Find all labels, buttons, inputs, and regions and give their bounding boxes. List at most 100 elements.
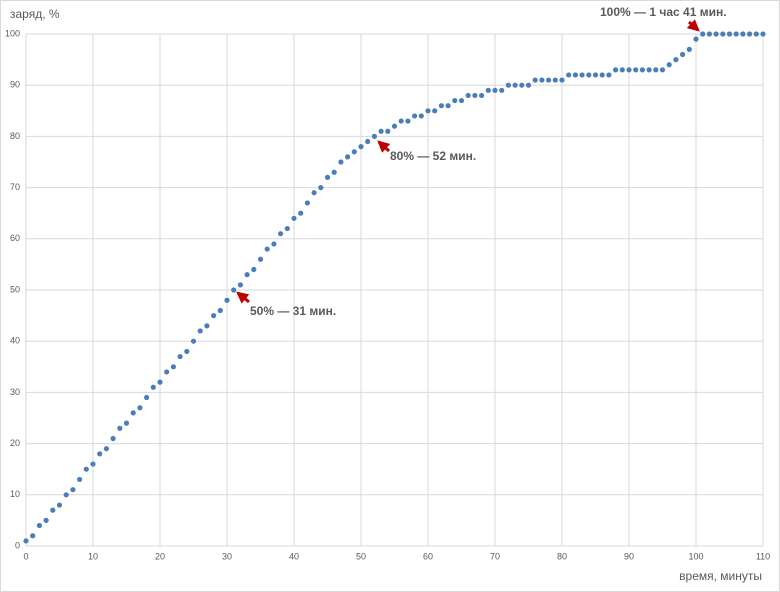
point: [726, 31, 733, 37]
annotation: 100% — 1 час 41 мин.: [600, 5, 727, 19]
y-tick-label: 60: [10, 233, 20, 243]
point: [331, 169, 337, 175]
annotation: 80% — 52 мин.: [390, 149, 476, 163]
point: [539, 77, 545, 83]
x-tick-label: 100: [688, 551, 703, 561]
point: [251, 266, 257, 273]
point: [566, 72, 572, 78]
arrow: [377, 140, 391, 153]
point: [345, 154, 351, 160]
point: [398, 118, 404, 124]
x-tick-label: 20: [155, 551, 165, 561]
point: [700, 31, 706, 37]
annotation: 50% — 31 мин.: [250, 304, 336, 318]
point: [190, 338, 197, 344]
point: [559, 77, 565, 83]
arrow: [686, 19, 700, 32]
x-tick-label: 80: [557, 551, 567, 561]
point: [552, 77, 558, 83]
point: [30, 533, 36, 539]
point: [646, 67, 652, 73]
point: [43, 517, 49, 524]
point: [659, 67, 666, 73]
point: [666, 62, 672, 68]
point: [204, 323, 210, 329]
point: [97, 451, 103, 457]
x-axis-title: время, минуты: [679, 569, 762, 583]
point: [686, 46, 692, 52]
point: [83, 466, 89, 472]
point: [170, 364, 176, 370]
point: [278, 231, 284, 237]
point: [77, 476, 83, 483]
point: [452, 97, 458, 104]
point: [760, 31, 766, 37]
point: [284, 225, 290, 232]
y-tick-label: 90: [10, 80, 20, 90]
x-tick-label: 0: [23, 551, 28, 561]
point: [485, 87, 491, 93]
point: [613, 67, 619, 73]
point: [257, 256, 264, 262]
point: [36, 522, 43, 529]
point: [378, 128, 384, 134]
point: [626, 67, 632, 73]
point: [164, 369, 170, 375]
point: [425, 108, 431, 114]
point: [231, 287, 237, 293]
point: [706, 31, 713, 37]
point: [117, 425, 123, 431]
point: [110, 435, 116, 442]
point: [324, 174, 331, 180]
point: [432, 108, 438, 114]
y-tick-label: 30: [10, 387, 20, 397]
point: [412, 113, 418, 119]
point: [123, 420, 130, 426]
point: [237, 282, 243, 288]
point: [653, 67, 659, 73]
x-tick-label: 60: [423, 551, 433, 561]
y-tick-label: 50: [10, 284, 20, 294]
point: [130, 410, 136, 416]
point: [371, 133, 377, 139]
point: [291, 215, 297, 221]
point: [365, 138, 371, 145]
point: [740, 31, 746, 37]
point: [418, 113, 424, 119]
point: [63, 492, 69, 498]
point: [639, 67, 646, 73]
x-tick-label: 10: [88, 551, 98, 561]
point: [23, 538, 29, 544]
point: [673, 57, 679, 63]
y-axis-title: заряд, %: [10, 7, 60, 21]
point: [472, 92, 478, 99]
point: [512, 82, 518, 88]
point: [438, 103, 444, 109]
point: [753, 31, 759, 37]
point: [505, 82, 511, 88]
point: [606, 72, 612, 78]
point: [177, 353, 183, 360]
point: [351, 149, 357, 155]
point: [479, 92, 485, 99]
x-tick-label: 40: [289, 551, 299, 561]
point: [592, 72, 599, 78]
point: [465, 92, 471, 99]
point: [720, 31, 726, 37]
point: [492, 87, 498, 93]
point: [747, 31, 753, 37]
point: [525, 82, 532, 88]
point: [197, 328, 203, 334]
point: [546, 77, 552, 83]
y-tick-label: 10: [10, 489, 20, 499]
point: [693, 36, 699, 42]
point: [713, 31, 719, 37]
point: [298, 210, 304, 216]
point: [184, 348, 190, 355]
point: [70, 487, 76, 493]
point: [572, 72, 579, 78]
y-tick-label: 100: [5, 28, 20, 38]
y-tick-label: 70: [10, 182, 20, 192]
point: [391, 123, 398, 129]
